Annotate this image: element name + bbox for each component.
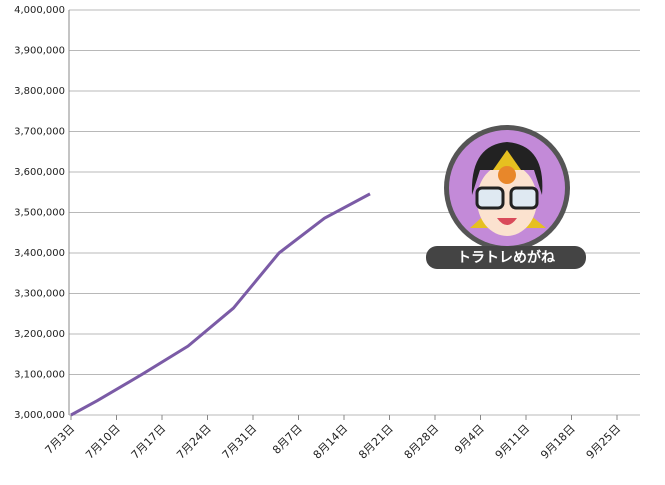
y-tick-label: 3,600,000 bbox=[14, 167, 65, 178]
y-tick-label: 3,300,000 bbox=[14, 289, 65, 300]
avatar-glasses bbox=[509, 186, 539, 210]
x-tick-label: 7月17日 bbox=[129, 422, 169, 462]
x-tick-label: 9月18日 bbox=[538, 422, 578, 462]
y-tick-label: 3,500,000 bbox=[14, 208, 65, 219]
annotation-badge bbox=[426, 246, 586, 269]
x-tick-label: 9月25日 bbox=[584, 422, 624, 462]
x-tick-label: 8月28日 bbox=[402, 422, 442, 462]
avatar: トラトレめがね bbox=[426, 125, 586, 269]
y-tick-label: 3,400,000 bbox=[14, 248, 65, 259]
avatar-tiger bbox=[498, 166, 516, 184]
x-tick-label: 7月10日 bbox=[83, 422, 123, 462]
avatar-glasses bbox=[475, 186, 505, 210]
x-tick-label: 9月11日 bbox=[493, 422, 533, 462]
x-tick-label: 8月7日 bbox=[270, 422, 305, 457]
x-tick-label: 7月24日 bbox=[174, 422, 214, 462]
x-tick-label: 7月31日 bbox=[220, 422, 260, 462]
x-tick-label: 7月3日 bbox=[43, 422, 78, 457]
x-tick-label: 8月14日 bbox=[311, 422, 351, 462]
y-tick-label: 3,000,000 bbox=[14, 410, 65, 421]
y-tick-label: 3,800,000 bbox=[14, 86, 65, 97]
y-tick-label: 4,000,000 bbox=[14, 5, 65, 16]
annotation: トラトレめがね bbox=[457, 249, 555, 266]
avatar-face bbox=[477, 164, 537, 236]
y-tick-label: 3,100,000 bbox=[14, 370, 65, 381]
x-tick-label: 8月21日 bbox=[356, 422, 396, 462]
y-tick-label: 3,700,000 bbox=[14, 127, 65, 138]
y-tick-label: 3,200,000 bbox=[14, 329, 65, 340]
avatar-mouth bbox=[497, 218, 517, 225]
line bbox=[70, 192, 371, 417]
x-tick-label: 9月4日 bbox=[452, 422, 487, 457]
y-tick-label: 3,900,000 bbox=[14, 46, 65, 57]
avatar-hat bbox=[493, 150, 521, 170]
